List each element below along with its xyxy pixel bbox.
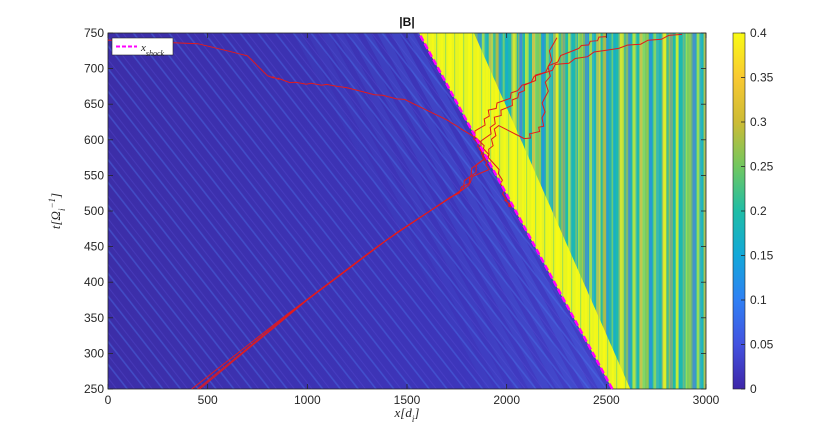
colorbar-tick-label: 0.3: [750, 115, 767, 129]
downstream-band: [672, 33, 678, 389]
downstream-band: [658, 33, 661, 389]
y-tick-label: 400: [84, 275, 104, 289]
downstream-band: [632, 33, 637, 389]
downstream-band: [625, 33, 631, 389]
downstream-band: [646, 33, 649, 389]
colorbar-tick-label: 0.35: [750, 71, 774, 85]
trajectory-line: [108, 39, 512, 208]
x-tick-label: 1500: [394, 393, 421, 407]
downstream-band: [615, 33, 619, 389]
y-tick-label: 550: [84, 168, 104, 182]
downstream-band: [585, 33, 590, 389]
downstream-band: [572, 33, 577, 389]
y-tick-label: 250: [84, 382, 104, 396]
downstream-band: [596, 33, 601, 389]
heatmap-field: [108, 33, 706, 389]
downstream-band: [628, 33, 632, 389]
downstream-band: [551, 33, 554, 389]
downstream-band: [591, 33, 595, 389]
downstream-band: [619, 33, 624, 389]
foreshock-band: [334, 33, 537, 389]
colorbar-ticks: 0 0.05 0.1 0.15 0.2 0.25 0.3 0.35 0.4: [741, 26, 774, 396]
downstream-band: [598, 33, 601, 389]
downstream-band: [565, 33, 571, 389]
colorbar-tick-label: 0.05: [750, 338, 774, 352]
x-axis: 0 500 1000 1500 2000 2500 3000: [105, 33, 720, 407]
colorbar-tick-label: 0.2: [750, 204, 767, 218]
downstream-band: [586, 33, 589, 389]
legend-label-shock: xshock: [140, 42, 165, 58]
colorbar-tick-label: 0.25: [750, 160, 774, 174]
downstream-band: [579, 33, 583, 389]
foreshock-band: [320, 33, 523, 389]
downstream-band: [675, 33, 679, 389]
downstream-band: [645, 33, 650, 389]
y-axis: 250 300 350 400 450 500 550 600 650 700 750: [84, 26, 706, 396]
shock-line: [417, 32, 614, 390]
y-tick-label: 350: [84, 311, 104, 325]
downstream-band: [575, 33, 578, 389]
y-tick-label: 700: [84, 62, 104, 76]
y-tick-label: 750: [84, 26, 104, 40]
downstream-band: [622, 33, 625, 389]
y-tick-label: 300: [84, 346, 104, 360]
downstream-band: [686, 33, 690, 389]
downstream-band: [692, 33, 697, 389]
colorbar-tick-label: 0: [750, 382, 757, 396]
y-tick-label: 600: [84, 133, 104, 147]
overshoot-texture: [418, 33, 631, 389]
downstream-band: [639, 33, 643, 389]
x-tick-label: 2000: [493, 393, 520, 407]
x-axis-label: x[di]: [394, 405, 420, 424]
foreshock-band: [376, 33, 579, 389]
downstream-band: [682, 33, 685, 389]
trajectory-line: [199, 37, 558, 389]
chart-title: |B|: [399, 15, 414, 29]
downstream-band: [699, 33, 703, 389]
legend: xshock: [111, 37, 174, 58]
downstream-band: [696, 33, 702, 389]
downstream-band: [552, 33, 558, 389]
x-tick-label: 3000: [693, 393, 720, 407]
foreshock-band: [348, 33, 551, 389]
foreshock-band: [404, 33, 607, 389]
downstream-band: [555, 33, 559, 389]
y-tick-label: 500: [84, 204, 104, 218]
colorbar-tick-label: 0.15: [750, 249, 774, 263]
y-tick-label: 650: [84, 97, 104, 111]
downstream-band: [670, 33, 673, 389]
foreshock-band: [306, 33, 509, 389]
downstream-band: [695, 33, 698, 389]
downstream-band: [651, 33, 655, 389]
upstream-waves: [108, 33, 613, 389]
legend-box: [111, 37, 174, 56]
downstream-band: [589, 33, 595, 389]
downstream-band: [611, 33, 614, 389]
downstream-band: [562, 33, 565, 389]
downstream-band: [663, 33, 667, 389]
downstream-band: [649, 33, 655, 389]
colorbar-tick-label: 0.1: [750, 293, 767, 307]
downstream-band: [568, 33, 572, 389]
downstream-band: [635, 33, 638, 389]
downstream-band: [608, 33, 613, 389]
y-axis-label: t[Ωi−1]: [47, 193, 67, 229]
downstream-band: [656, 33, 661, 389]
downstream-band: [679, 33, 684, 389]
colorbar-tick-label: 0.4: [750, 26, 767, 40]
x-tick-label: 500: [198, 393, 218, 407]
foreshock-band: [292, 33, 495, 389]
y-tick-label: 450: [84, 240, 104, 254]
downstream-band: [636, 33, 642, 389]
downstream-band: [603, 33, 607, 389]
downstream-band: [668, 33, 673, 389]
downstream-band: [561, 33, 566, 389]
foreshock-band: [390, 33, 593, 389]
x-tick-label: 2500: [593, 393, 620, 407]
foreshock-band: [362, 33, 565, 389]
x-tick-label: 0: [105, 393, 112, 407]
x-tick-label: 1000: [294, 393, 321, 407]
downstream-band: [612, 33, 618, 389]
